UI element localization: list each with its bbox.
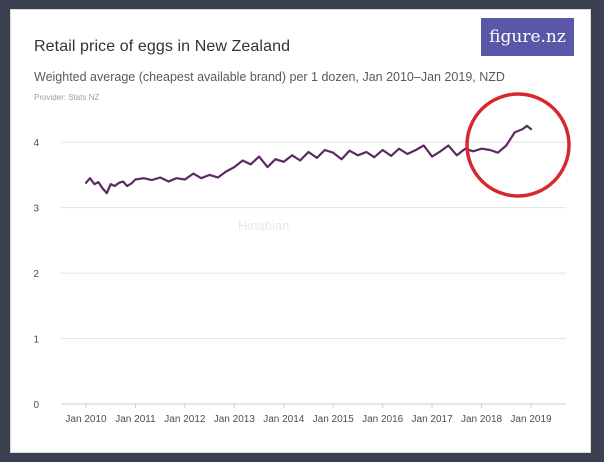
figure-nz-logo[interactable]: figure.nz [481,18,574,56]
watermark-text: Hinabian [238,218,290,233]
x-tick-label: Jan 2016 [362,414,404,425]
highlight-circle-annotation [465,92,571,198]
watermark: Hinabian [238,218,289,234]
grid-layer [61,141,566,405]
chart-title: Retail price of eggs in New Zealand [34,38,291,55]
chart-card: Retail price of eggs in New Zealand Weig… [10,9,591,453]
chart-subtitle: Weighted average (cheapest available bra… [34,70,505,84]
y-tick-label: 0 [33,400,39,411]
x-tick-label: Jan 2017 [412,414,454,425]
x-tick-label: Jan 2014 [263,414,305,425]
price-series-line [84,124,533,195]
x-axis-labels: Jan 2010 Jan 2011 Jan 2012 Jan 2013 Jan 2014… [65,414,552,425]
x-axis-ticks [85,404,532,408]
provider-label: Provider: Stats NZ [34,93,100,102]
y-axis-labels: 0 1 2 3 4 [33,138,39,411]
x-tick-label: Jan 2010 [65,414,107,425]
x-tick-label: Jan 2013 [214,414,256,425]
y-tick-label: 2 [33,269,39,280]
x-tick-label: Jan 2012 [164,414,206,425]
x-tick-label: Jan 2019 [510,414,552,425]
y-tick-label: 1 [33,335,39,346]
x-tick-label: Jan 2011 [115,414,156,425]
x-tick-label: Jan 2015 [313,414,355,425]
y-tick-label: 4 [33,138,39,149]
x-tick-label: Jan 2018 [461,414,503,425]
y-tick-label: 3 [33,204,39,215]
